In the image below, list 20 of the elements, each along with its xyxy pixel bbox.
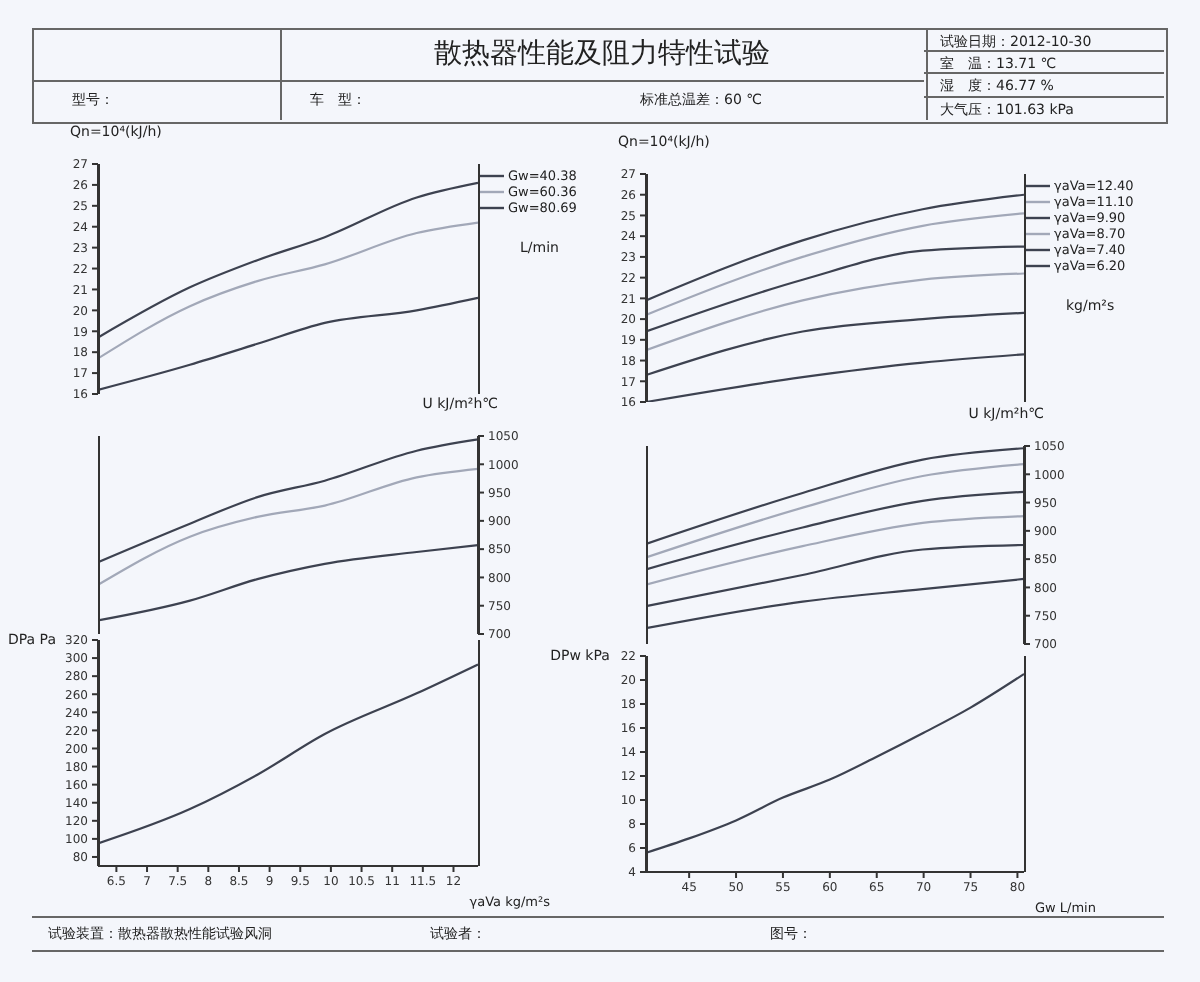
line-series — [646, 463, 1024, 559]
line-series — [98, 181, 478, 339]
line-series — [646, 672, 1024, 854]
line-series — [98, 438, 478, 564]
line-series — [646, 515, 1024, 586]
line-series — [98, 467, 478, 586]
line-series — [646, 212, 1024, 317]
line-series — [98, 221, 478, 360]
line-series — [98, 296, 478, 391]
line-series — [646, 272, 1024, 352]
line-series — [646, 577, 1024, 630]
line-series — [646, 193, 1024, 302]
line-series — [646, 353, 1024, 402]
text: 散热器性能及阻力特性试验 — [434, 38, 770, 70]
line-series — [646, 447, 1024, 545]
line-series — [646, 543, 1024, 608]
line-series — [98, 663, 478, 845]
line-series — [646, 490, 1024, 571]
line-series — [98, 544, 478, 622]
line-series — [646, 311, 1024, 377]
